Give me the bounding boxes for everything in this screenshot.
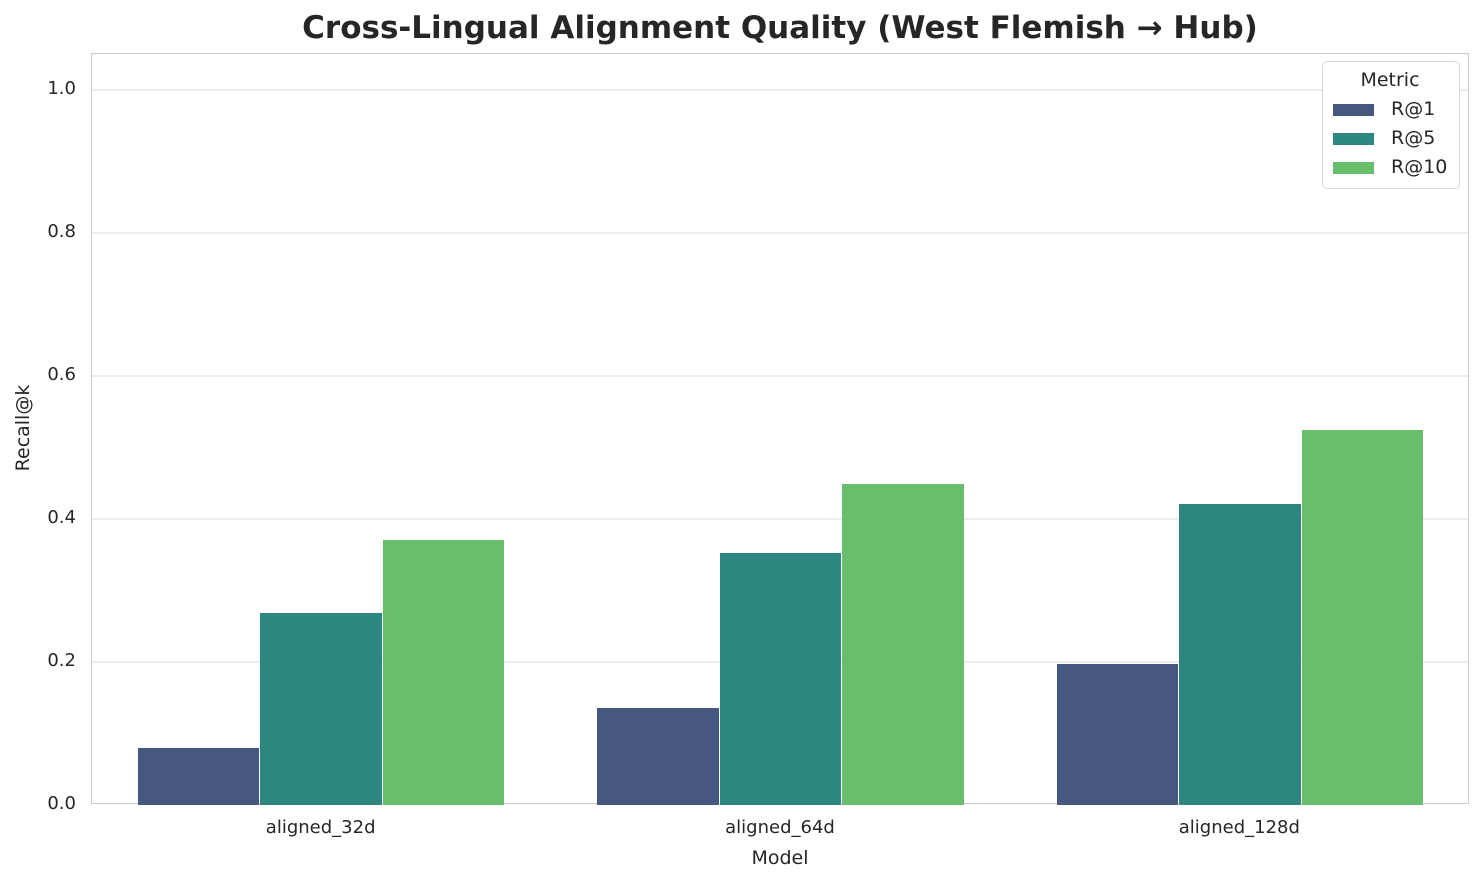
bar-r-at-1-aligned_128d xyxy=(1056,664,1179,805)
legend-item-r-at-1: R@1 xyxy=(1333,99,1447,120)
bar-r-at-5-aligned_128d xyxy=(1179,503,1301,805)
legend-swatch-icon xyxy=(1333,103,1374,116)
gridline-y-1 xyxy=(92,88,1468,91)
legend-item-r-at-5: R@5 xyxy=(1333,128,1447,149)
legend-item-label: R@10 xyxy=(1391,156,1448,178)
bar-r-at-5-aligned_32d xyxy=(260,613,382,805)
legend-item-label: R@1 xyxy=(1391,98,1436,120)
xtick-label-aligned_32d: aligned_32d xyxy=(265,817,376,838)
ytick-label-0.2: 0.2 xyxy=(47,649,76,671)
legend-swatch-icon xyxy=(1333,132,1374,145)
bar-r-at-10-aligned_32d xyxy=(382,539,505,805)
bar-r-at-10-aligned_64d xyxy=(842,483,964,805)
chart-title: Cross-Lingual Alignment Quality (West Fl… xyxy=(302,10,1258,46)
plot-area xyxy=(91,53,1469,805)
x-axis-label: Model xyxy=(751,847,809,869)
legend-title: Metric xyxy=(1360,69,1420,91)
legend: Metric R@1 R@5 R@10 xyxy=(1322,61,1460,189)
y-axis-label: Recall@k xyxy=(12,384,34,472)
legend-item-label: R@5 xyxy=(1391,127,1436,149)
bar-r-at-5-aligned_64d xyxy=(719,553,842,805)
gridline-y-0.4 xyxy=(92,517,1468,520)
xtick-label-aligned_64d: aligned_64d xyxy=(725,817,835,838)
xtick-label-aligned_128d: aligned_128d xyxy=(1178,817,1300,838)
legend-item-r-at-10: R@10 xyxy=(1333,157,1447,178)
gridline-y-0.8 xyxy=(92,231,1468,234)
ytick-label-1.0: 1.0 xyxy=(47,77,76,99)
legend-swatch-icon xyxy=(1333,161,1374,174)
bar-r-at-10-aligned_128d xyxy=(1301,430,1424,805)
legend-items: R@1 R@5 R@10 xyxy=(1333,99,1447,178)
ytick-label-0.0: 0.0 xyxy=(47,793,76,814)
ytick-label-0.6: 0.6 xyxy=(47,363,76,385)
gridline-y-0.6 xyxy=(92,374,1468,377)
ytick-label-0.8: 0.8 xyxy=(47,220,76,242)
ytick-label-0.4: 0.4 xyxy=(47,506,76,528)
bar-r-at-1-aligned_32d xyxy=(137,747,260,805)
bar-r-at-1-aligned_64d xyxy=(597,708,719,805)
